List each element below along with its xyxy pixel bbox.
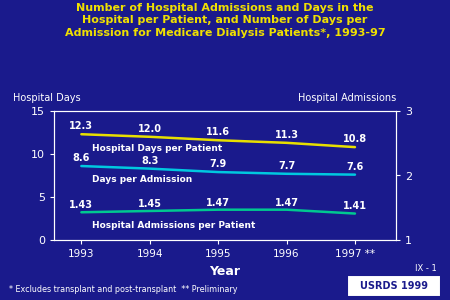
Text: IX - 1: IX - 1 [415,264,436,273]
X-axis label: Year: Year [210,265,240,278]
Text: 1.43: 1.43 [69,200,93,210]
Text: Days per Admission: Days per Admission [92,176,192,184]
Text: 1.47: 1.47 [274,197,298,208]
Text: 7.7: 7.7 [278,161,295,171]
Text: Hospital Days per Patient: Hospital Days per Patient [92,144,222,153]
Text: 8.6: 8.6 [72,154,90,164]
Text: Number of Hospital Admissions and Days in the
Hospital per Patient, and Number o: Number of Hospital Admissions and Days i… [65,3,385,38]
Text: Hospital Days: Hospital Days [13,93,81,103]
Text: 11.6: 11.6 [206,127,230,137]
Text: 1.47: 1.47 [206,197,230,208]
Text: 12.0: 12.0 [138,124,162,134]
Text: 8.3: 8.3 [141,156,158,166]
Text: Hospital Admissions: Hospital Admissions [298,93,396,103]
Text: 12.3: 12.3 [69,121,93,131]
Text: 1.41: 1.41 [343,201,367,212]
Text: 11.3: 11.3 [274,130,298,140]
Text: 7.9: 7.9 [210,160,227,170]
Text: 7.6: 7.6 [346,162,364,172]
Text: USRDS 1999: USRDS 1999 [360,281,428,291]
Text: Hospital Admissions per Patient: Hospital Admissions per Patient [92,221,255,230]
Text: * Excludes transplant and post-transplant  ** Preliminary: * Excludes transplant and post-transplan… [9,285,238,294]
Text: 1.45: 1.45 [138,199,162,209]
Text: 10.8: 10.8 [343,134,367,144]
